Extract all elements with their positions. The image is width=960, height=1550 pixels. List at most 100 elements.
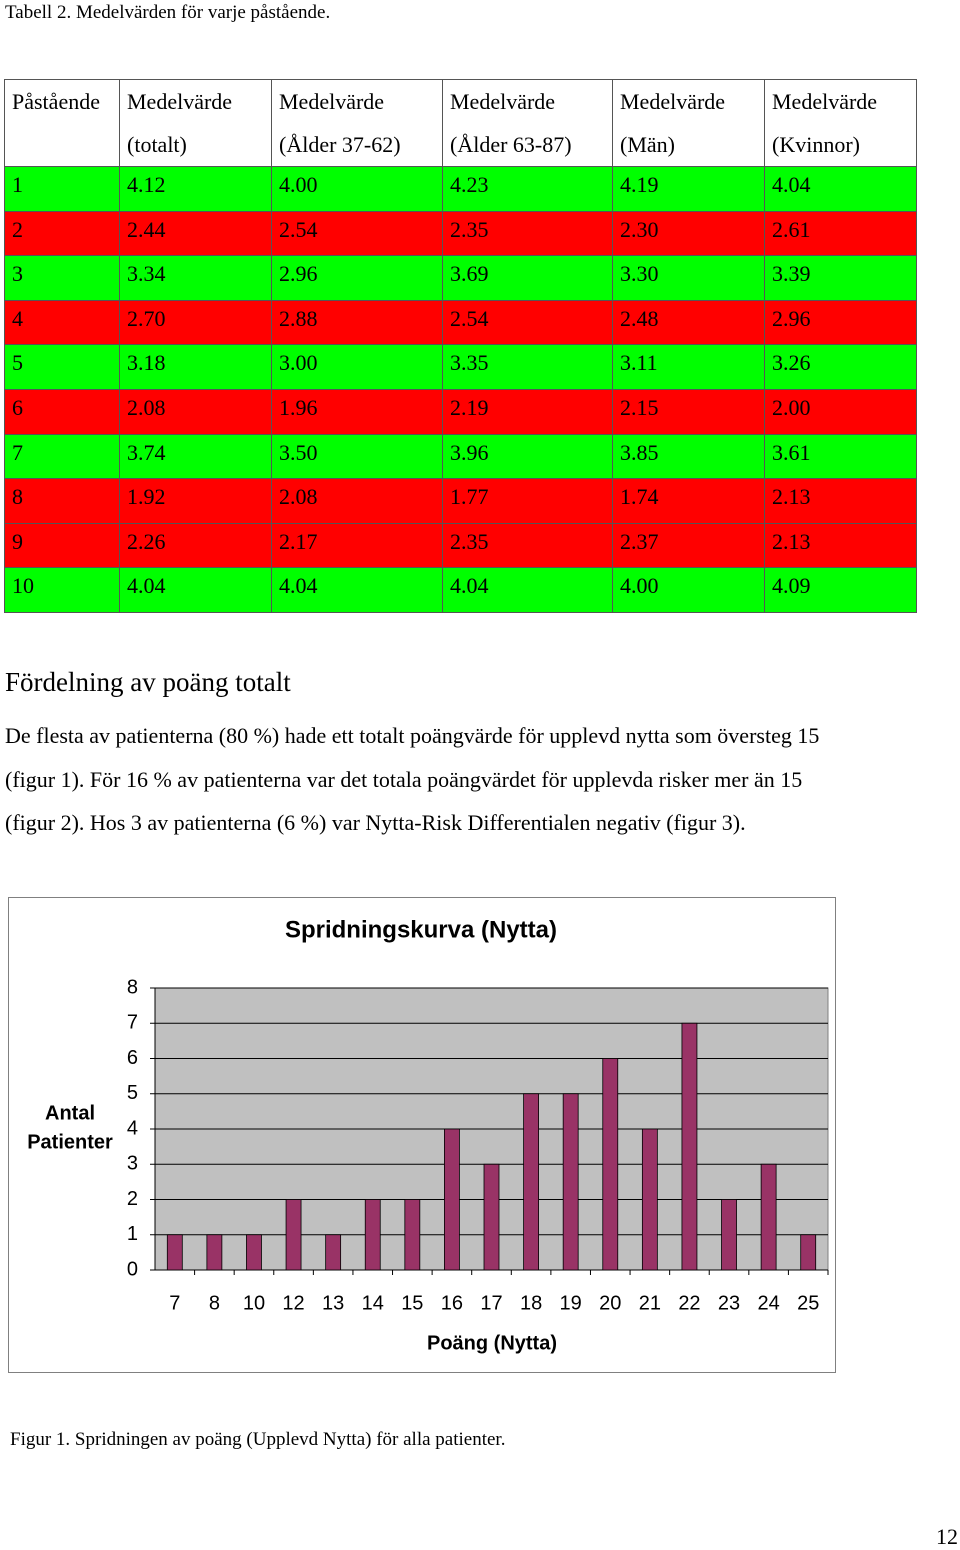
x-tick-label: 15 [401,1292,423,1314]
table-cell: 4.19 [612,166,765,212]
table-cell: 4.23 [442,166,613,212]
x-tick-label: 24 [757,1292,779,1314]
table-cell: 3.11 [612,344,765,390]
table-cell: 2.48 [612,299,765,346]
table-cell: 1 [4,166,120,212]
y-axis-label: Patienter [27,1131,113,1153]
y-tick-label: 6 [127,1047,138,1069]
table-cell: 3.39 [764,255,917,301]
table-cell: 3.34 [119,255,272,301]
x-tick-label: 21 [639,1292,661,1314]
bar [681,1022,698,1271]
paragraph: De flesta av patienterna (80 %) hade ett… [5,714,819,845]
table-cell: 5 [4,344,120,390]
chart-title: Spridningskurva (Nytta) [285,916,557,943]
table-cell: 4.04 [442,567,613,613]
table-cell: 4.12 [119,166,272,212]
paragraph-line: (figur 2). Hos 3 av patienterna (6 %) va… [5,810,746,836]
chart-frame [8,897,836,1373]
bar [760,1163,777,1271]
x-tick-label: 17 [480,1292,502,1314]
y-tick-label: 3 [127,1153,138,1175]
x-tick-label: 8 [209,1292,220,1314]
table-cell: 2.15 [612,388,765,435]
x-tick-label: 12 [282,1292,304,1314]
x-tick-label: 25 [797,1292,819,1314]
figure-caption: Figur 1. Spridningen av poäng (Upplevd N… [10,1429,506,1450]
table-cell: 2.70 [119,299,272,346]
header-cell: Påstående [4,79,120,167]
x-tick-label: 16 [441,1292,463,1314]
bar [523,1093,539,1271]
table-row: 2 2.44 2.54 2.35 2.30 2.61 [4,210,917,257]
table-cell: 4.04 [119,567,272,613]
x-tick-label: 13 [322,1292,344,1314]
table-caption: Tabell 2. Medelvärden för varje påståend… [5,2,331,23]
header-line: Påstående [12,89,100,114]
y-tick-label: 0 [127,1258,138,1280]
bar [206,1234,223,1271]
table-cell: 2.00 [764,388,917,435]
header-line: (Kvinnor) [772,132,860,157]
section-heading: Fördelning av poäng totalt [5,667,291,697]
table-cell: 7 [4,433,120,480]
table-cell: 3.85 [612,433,765,480]
table-cell: 8 [4,478,120,524]
table-cell: 4.09 [764,567,917,613]
page-number: 12 [936,1524,958,1549]
y-tick-label: 2 [127,1188,138,1210]
header-line: Medelvärde [279,89,385,114]
bar [602,1058,619,1271]
y-tick-label: 5 [127,1082,138,1104]
table-cell: 3.69 [442,255,613,301]
table-row: 5 3.18 3.00 3.35 3.11 3.26 [4,344,917,390]
table-cell: 3.35 [442,344,613,390]
table-cell: 4 [4,299,120,346]
x-tick-label: 18 [520,1292,542,1314]
bar [641,1128,658,1271]
bar [246,1234,262,1271]
table-cell: 2.13 [764,522,917,569]
table-cell: 1.96 [271,388,443,435]
table-cell: 2.13 [764,478,917,524]
paragraph-line: De flesta av patienterna (80 %) hade ett… [5,723,820,748]
table-cell: 6 [4,388,120,435]
header-line: Medelvärde [620,89,726,114]
table-cell: 3 [4,255,120,301]
header-line: (totalt) [127,132,187,157]
header-cell: Medelvärde (Kvinnor) [764,79,917,167]
table-cell: 2.88 [271,299,443,346]
table-cell: 3.50 [271,433,443,480]
y-tick-label: 1 [127,1223,138,1245]
table: Påstående Medelvärde (totalt) Medelvärde (Ål… [4,79,917,613]
x-tick-label: 22 [678,1292,700,1314]
x-tick-label: 10 [243,1292,265,1314]
bar [483,1163,500,1271]
table-cell: 9 [4,522,120,569]
x-axis-label: Poäng (Nytta) [427,1332,557,1354]
table-row: 6 2.08 1.96 2.19 2.15 2.00 [4,388,917,435]
header-line: Medelvärde [450,89,556,114]
table-cell: 1.77 [442,478,613,524]
header-line: Medelvärde [772,89,878,114]
header-cell: Medelvärde (Män) [612,79,765,167]
table-cell: 3.00 [271,344,443,390]
table-cell: 2.08 [271,478,443,524]
table-cell: 2.17 [271,522,443,569]
table-cell: 2.44 [119,210,272,257]
bar [285,1199,302,1271]
bar [404,1199,421,1271]
bar [562,1093,579,1271]
x-tick-label: 7 [169,1292,180,1314]
header-row: Påstående Medelvärde (totalt) Medelvärde (Ål… [4,79,917,167]
table-cell: 2 [4,210,120,257]
header-line: Medelvärde [127,89,233,114]
table-cell: 3.18 [119,344,272,390]
header-cell: Medelvärde (Ålder 37-62) [271,79,443,167]
bar [721,1199,737,1271]
table-cell: 2.54 [271,210,443,257]
table-row: 4 2.70 2.88 2.54 2.48 2.96 [4,299,917,346]
table-cell: 2.61 [764,210,917,257]
table-cell: 3.26 [764,344,917,390]
